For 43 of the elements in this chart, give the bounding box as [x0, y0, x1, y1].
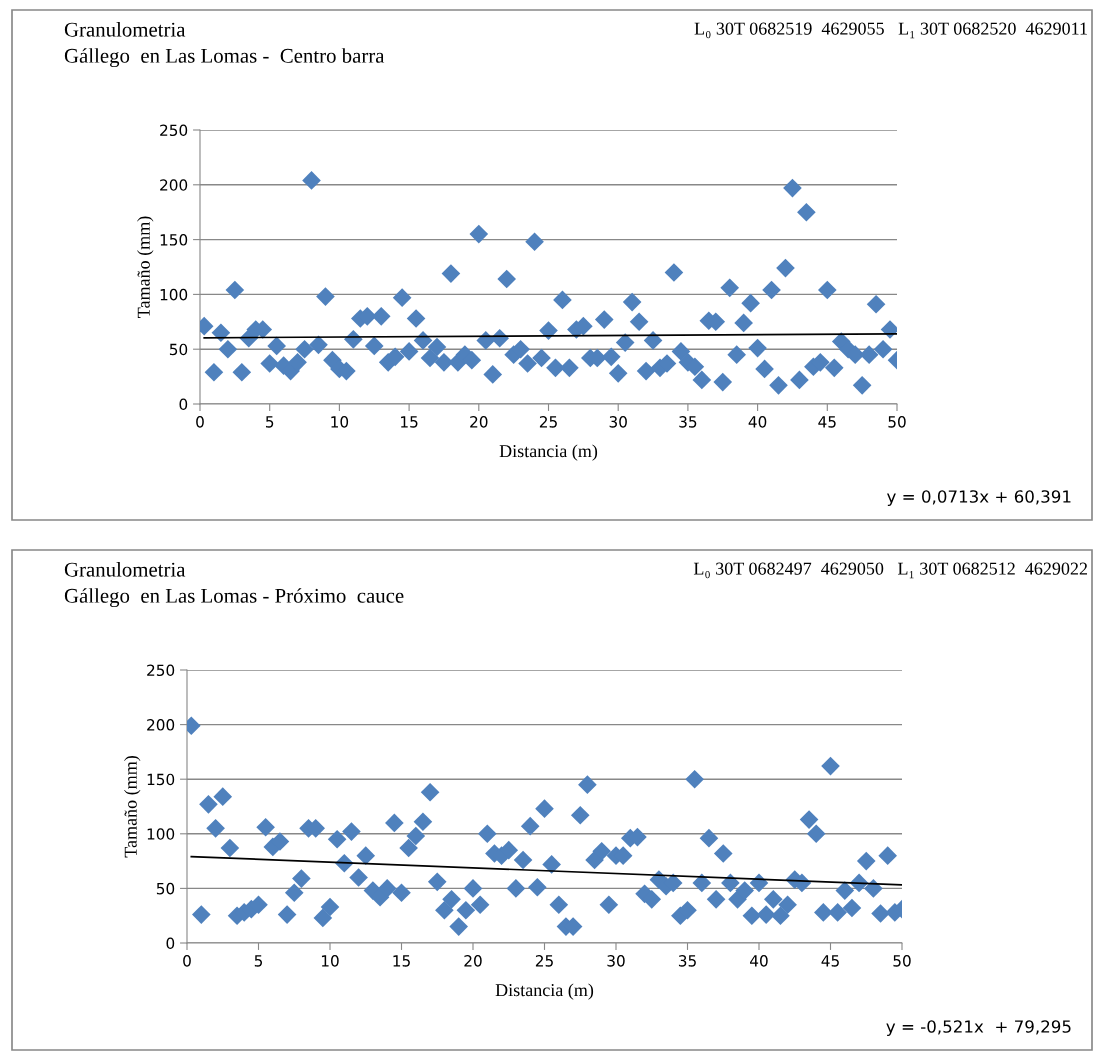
x-tick-label: 5	[254, 955, 263, 967]
x-tick-label: 45	[818, 416, 836, 428]
x-tick-label: 15	[401, 416, 418, 428]
y-tick-label: 150	[160, 234, 188, 246]
y-tick-label: 250	[160, 124, 188, 137]
y-tick-label: 200	[160, 179, 188, 191]
x-tick-label: 40	[750, 955, 768, 967]
chart-title: Granulometria Gállego en Las Lomas - Centro barra	[64, 22, 385, 68]
x-tick-label: 25	[535, 955, 553, 967]
y-tick-label: 0	[166, 937, 175, 950]
y-tick-label: 250	[147, 664, 175, 677]
y-tick-label: 200	[147, 719, 175, 731]
x-tick-label: 40	[748, 416, 767, 428]
x-tick-label: 50	[888, 416, 906, 428]
text: y = 0,0713x + 60,391	[887, 490, 1071, 507]
x-tick-label: 10	[321, 955, 339, 967]
y-tick-label: 0	[179, 398, 188, 411]
y-tick-label: 50	[169, 343, 188, 356]
x-tick-label: 10	[331, 416, 349, 428]
x-tick-label: 20	[470, 416, 488, 428]
x-tick-label: 35	[679, 416, 697, 428]
y-tick-label: 150	[147, 773, 175, 786]
x-tick-label: 35	[678, 955, 696, 967]
x-tick-label: 50	[893, 955, 911, 967]
x-tick-label: 45	[821, 955, 839, 967]
y-tick-label: 100	[147, 828, 175, 840]
x-tick-label: 0	[196, 416, 204, 428]
y-axis-title: Tamaño (mm)	[124, 756, 141, 858]
chart-subtitle: L₀ 30T 0682497 4629050 L₁ 30T 0682512 4629022	[693, 562, 1088, 579]
x-tick-label: 30	[609, 416, 627, 428]
x-tick-label: 15	[393, 955, 410, 967]
x-axis-title: Distancia (m)	[495, 983, 594, 1000]
x-tick-label: 20	[464, 955, 482, 967]
chart-subtitle: L₀ 30T 0682519 4629055 L₁ 30T 0682520 4629011	[694, 22, 1087, 39]
x-tick-label: 25	[539, 416, 557, 428]
x-tick-label: 30	[607, 955, 625, 967]
y-axis-title: Tamaño (mm)	[137, 216, 154, 318]
y-tick-label: 100	[160, 288, 188, 301]
y-tick-label: 50	[156, 882, 175, 895]
text: y = -0,521x + 79,295	[886, 1020, 1071, 1037]
x-tick-label: 5	[266, 416, 274, 428]
x-axis-title: Distancia (m)	[499, 444, 598, 461]
chart-title: Granulometria Gállego en Las Lomas - Próximo cauce	[64, 562, 404, 608]
